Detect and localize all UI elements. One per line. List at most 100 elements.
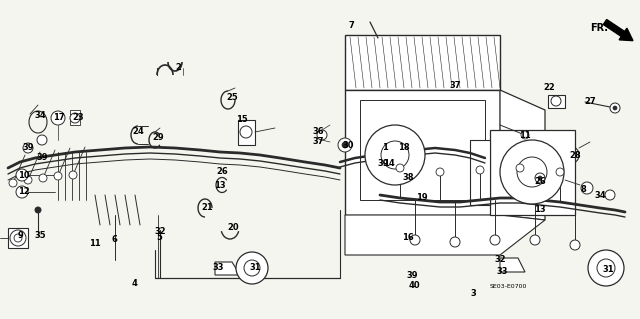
Polygon shape [345, 35, 500, 90]
Text: 20: 20 [227, 224, 239, 233]
Text: 15: 15 [236, 115, 248, 124]
Circle shape [450, 237, 460, 247]
Polygon shape [345, 90, 500, 215]
Text: 32: 32 [154, 227, 166, 236]
Circle shape [535, 173, 545, 183]
Circle shape [530, 235, 540, 245]
Circle shape [23, 143, 33, 153]
Text: 13: 13 [214, 182, 226, 190]
Circle shape [51, 111, 65, 125]
Text: 16: 16 [402, 234, 414, 242]
Circle shape [69, 171, 77, 179]
Circle shape [317, 130, 327, 140]
Text: 28: 28 [569, 151, 581, 160]
Text: 7: 7 [348, 21, 354, 31]
Text: 33: 33 [496, 268, 508, 277]
Circle shape [610, 103, 620, 113]
Text: 9: 9 [17, 232, 23, 241]
Text: 17: 17 [53, 113, 65, 122]
Polygon shape [490, 130, 575, 215]
Circle shape [16, 186, 28, 198]
Polygon shape [215, 262, 240, 275]
Circle shape [521, 131, 529, 139]
Text: 33: 33 [212, 263, 224, 272]
Text: 11: 11 [519, 130, 531, 139]
Circle shape [581, 182, 593, 194]
Text: 26: 26 [534, 177, 546, 187]
Circle shape [365, 125, 425, 185]
Text: 27: 27 [584, 98, 596, 107]
Polygon shape [8, 228, 28, 248]
Polygon shape [470, 140, 490, 205]
Text: 23: 23 [72, 113, 84, 122]
Circle shape [39, 174, 47, 182]
Circle shape [551, 96, 561, 106]
Polygon shape [70, 110, 80, 125]
Text: 34: 34 [594, 190, 606, 199]
Circle shape [516, 164, 524, 172]
Circle shape [538, 176, 542, 180]
Text: 2: 2 [175, 63, 181, 72]
Circle shape [381, 141, 409, 169]
Text: 18: 18 [398, 144, 410, 152]
Circle shape [490, 235, 500, 245]
Circle shape [244, 260, 260, 276]
Text: 21: 21 [201, 204, 213, 212]
Bar [360, 100, 485, 200]
Circle shape [54, 172, 62, 180]
Text: 37: 37 [449, 80, 461, 90]
Circle shape [436, 168, 444, 176]
Text: 37: 37 [312, 137, 324, 146]
Text: 31: 31 [249, 263, 261, 272]
Text: 38: 38 [403, 174, 413, 182]
Circle shape [14, 234, 22, 242]
Text: 4: 4 [132, 279, 138, 288]
Circle shape [396, 164, 404, 172]
Text: 35: 35 [34, 231, 46, 240]
Text: 11: 11 [89, 239, 101, 248]
Text: 39: 39 [377, 159, 388, 167]
Circle shape [37, 135, 47, 145]
Circle shape [613, 106, 617, 110]
Text: 39: 39 [36, 153, 48, 162]
Polygon shape [500, 90, 545, 220]
Text: 34: 34 [34, 110, 46, 120]
Circle shape [70, 113, 80, 123]
Text: 10: 10 [18, 170, 30, 180]
Text: 22: 22 [543, 84, 555, 93]
Circle shape [500, 140, 564, 204]
Circle shape [570, 240, 580, 250]
Text: 30: 30 [342, 140, 354, 150]
Text: 24: 24 [132, 128, 144, 137]
Circle shape [605, 190, 615, 200]
Circle shape [342, 142, 348, 148]
Circle shape [556, 168, 564, 176]
Text: 31: 31 [602, 265, 614, 275]
Circle shape [35, 207, 41, 213]
Text: 32: 32 [494, 256, 506, 264]
Text: 12: 12 [18, 188, 30, 197]
Polygon shape [238, 120, 255, 145]
Text: 19: 19 [416, 194, 428, 203]
Circle shape [517, 157, 547, 187]
Text: 8: 8 [580, 186, 586, 195]
Text: 36: 36 [312, 128, 324, 137]
Text: 29: 29 [152, 133, 164, 143]
Text: 39: 39 [22, 144, 34, 152]
Circle shape [410, 235, 420, 245]
Text: 25: 25 [226, 93, 238, 102]
Circle shape [588, 250, 624, 286]
Circle shape [9, 179, 17, 187]
Circle shape [16, 169, 28, 181]
Text: 13: 13 [534, 205, 546, 214]
Polygon shape [548, 95, 565, 108]
Circle shape [476, 166, 484, 174]
Circle shape [240, 126, 252, 138]
Text: 14: 14 [383, 159, 395, 167]
FancyArrow shape [604, 19, 633, 41]
Text: 3: 3 [470, 288, 476, 298]
Text: 26: 26 [216, 167, 228, 176]
Polygon shape [500, 258, 525, 272]
Text: SE03-E0700: SE03-E0700 [490, 284, 527, 288]
Polygon shape [385, 148, 415, 165]
